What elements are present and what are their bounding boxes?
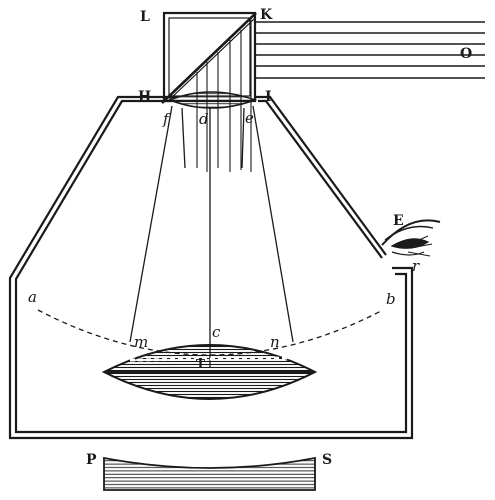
upper-lens [167, 91, 258, 109]
light-cone [129, 105, 294, 367]
chamber-outline [8, 95, 414, 440]
label-b: b [386, 290, 396, 308]
eye-icon [381, 219, 441, 257]
label-m: m [134, 333, 148, 351]
label-H: H [138, 89, 151, 105]
prism-box [161, 11, 257, 104]
label-f: f [162, 110, 171, 128]
label-O: O [460, 46, 472, 62]
label-e: e [245, 109, 254, 127]
labels: L K O H I f d e E r a b m c n T P S [28, 7, 472, 468]
label-I: I [265, 89, 272, 105]
label-P: P [86, 452, 97, 468]
dashed-arc [37, 309, 384, 356]
label-S: S [322, 452, 332, 468]
label-n: n [270, 333, 280, 351]
incoming-rays [255, 21, 485, 79]
table-lens [101, 344, 318, 400]
concave-plate [103, 456, 316, 491]
label-d: d [199, 110, 209, 128]
label-c: c [212, 323, 221, 341]
label-L: L [140, 9, 150, 25]
label-r: r [412, 257, 420, 275]
label-a: a [28, 288, 37, 306]
label-K: K [260, 7, 273, 23]
label-T: T [196, 357, 205, 371]
label-E: E [393, 213, 404, 229]
